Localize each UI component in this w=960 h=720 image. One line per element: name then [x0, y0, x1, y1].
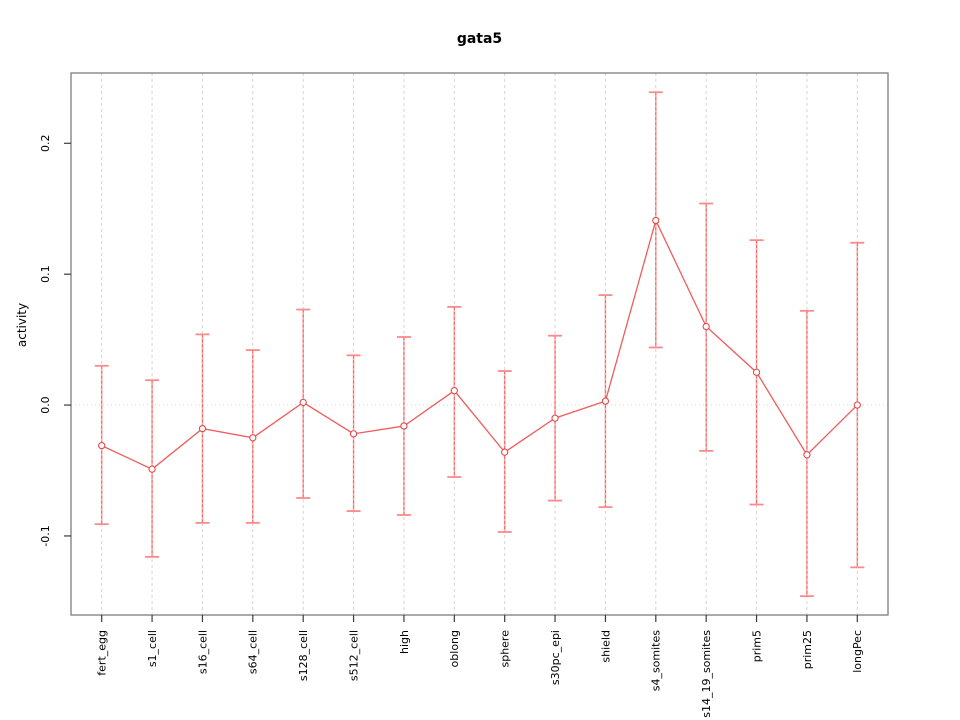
x-tick-label: prim5 — [750, 630, 763, 662]
x-tick-label: s4_somites — [650, 630, 663, 692]
data-point — [249, 434, 257, 442]
x-tick-label: s512_cell — [347, 630, 360, 681]
data-point — [752, 368, 761, 376]
data-point — [198, 424, 207, 433]
chart-title: gata5 — [456, 31, 503, 47]
data-point — [349, 430, 358, 438]
x-tick-label: oblong — [448, 630, 461, 667]
y-tick-label: 0.1 — [39, 265, 52, 283]
data-point — [803, 451, 811, 459]
series-line — [101, 218, 858, 470]
data-point — [652, 216, 660, 225]
x-tick-label: longPec — [851, 630, 864, 673]
x-tick-label: s1_cell — [146, 630, 159, 667]
x-tick-label: s64_cell — [247, 630, 260, 674]
data-point — [400, 422, 408, 430]
data-point — [501, 448, 509, 456]
x-tick-label: s16_cell — [196, 630, 209, 674]
x-tick-label: prim25 — [801, 630, 814, 669]
data-point — [148, 465, 156, 473]
data-point — [853, 401, 861, 409]
data-point — [601, 397, 610, 405]
x-tick-label: s30pc_epi — [549, 630, 562, 685]
y-tick-label: 0.2 — [39, 135, 52, 153]
data-point — [702, 322, 710, 331]
x-tick-label: high — [398, 630, 411, 654]
data-point — [299, 398, 307, 407]
plot-frame — [70, 72, 889, 616]
x-tick-label: fert_egg — [96, 630, 109, 676]
data-point — [98, 441, 106, 450]
x-tick-label: s128_cell — [297, 630, 310, 681]
data-point — [450, 387, 458, 395]
y-tick-label: 0.0 — [39, 396, 52, 414]
x-tick-label: s14_19_somites — [700, 630, 713, 718]
x-tick-label: sphere — [499, 630, 512, 668]
x-tick-label: shield — [599, 630, 612, 663]
data-point — [551, 414, 559, 422]
y-tick-label: -0.1 — [39, 525, 52, 546]
